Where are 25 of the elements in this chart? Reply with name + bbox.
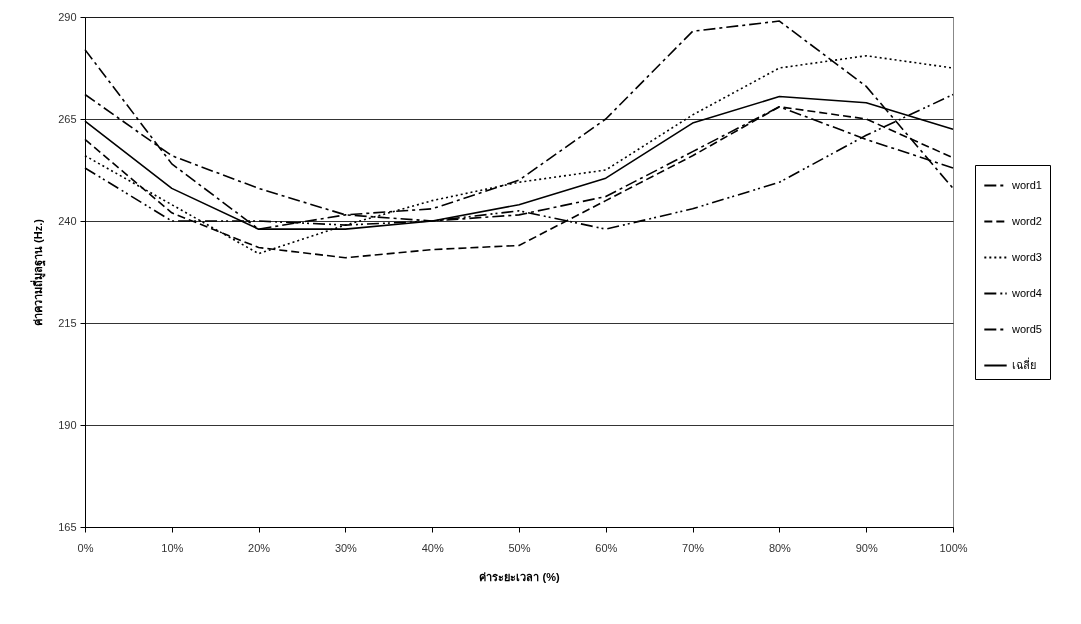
legend-label: word4 bbox=[1011, 286, 1042, 299]
x-tick-label: 40% bbox=[421, 541, 444, 554]
legend-label: word5 bbox=[1011, 322, 1042, 335]
y-tick-label: 165 bbox=[58, 520, 77, 533]
y-tick-label: 290 bbox=[58, 10, 77, 23]
x-tick-label: 0% bbox=[77, 541, 94, 554]
x-tick-label: 50% bbox=[508, 541, 531, 554]
x-tick-label: 20% bbox=[248, 541, 271, 554]
x-tick-label: 70% bbox=[682, 541, 705, 554]
x-tick-label: 80% bbox=[768, 541, 792, 554]
x-tick-label: 60% bbox=[595, 541, 618, 554]
legend-label: word3 bbox=[1011, 250, 1042, 263]
legend-label: เฉลี่ย bbox=[1012, 356, 1036, 371]
legend-label: word2 bbox=[1011, 214, 1042, 227]
x-tick-label: 90% bbox=[855, 541, 878, 554]
y-tick-label: 265 bbox=[58, 112, 77, 125]
y-tick-label: 215 bbox=[58, 316, 77, 329]
x-tick-label: 100% bbox=[939, 541, 968, 554]
legend-label: word1 bbox=[1011, 178, 1042, 191]
y-axis-title: ค่าความถี่มูลฐาน (Hz.) bbox=[30, 218, 47, 326]
x-tick-label: 10% bbox=[161, 541, 184, 554]
x-axis-title: ค่าระยะเวลา (%) bbox=[479, 570, 560, 583]
y-tick-label: 190 bbox=[58, 418, 77, 431]
x-tick-label: 30% bbox=[334, 541, 358, 554]
y-tick-label: 240 bbox=[58, 214, 77, 227]
